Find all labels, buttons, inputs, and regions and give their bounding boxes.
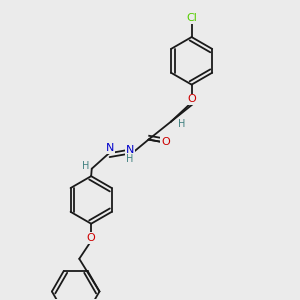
Text: H: H	[178, 119, 186, 129]
Text: N: N	[126, 145, 134, 155]
Text: H: H	[126, 154, 134, 164]
Text: O: O	[187, 94, 196, 104]
Text: N: N	[105, 143, 114, 153]
Text: H: H	[82, 161, 89, 171]
Text: O: O	[161, 137, 170, 147]
Text: O: O	[87, 233, 95, 243]
Text: Cl: Cl	[186, 13, 197, 23]
